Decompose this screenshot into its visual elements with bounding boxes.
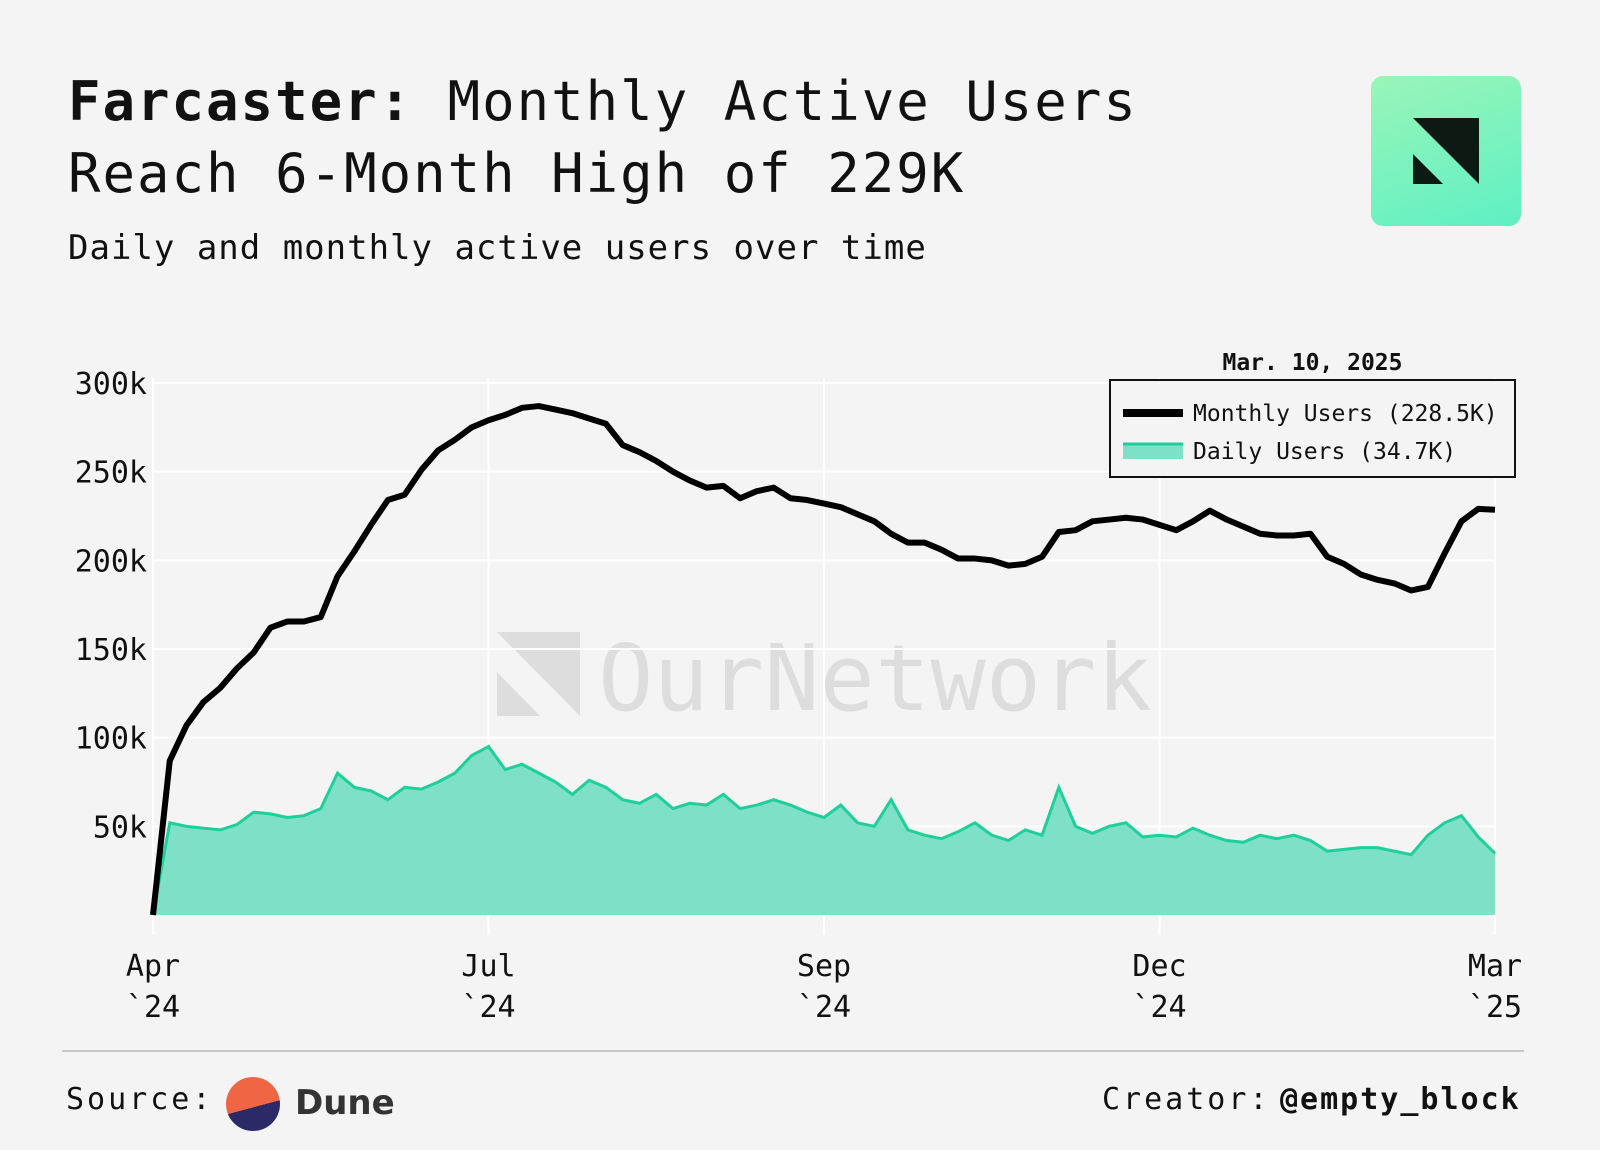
legend-swatch [1123, 443, 1183, 459]
y-tick-label: 250k [75, 456, 147, 491]
source-name: Dune [295, 1083, 395, 1123]
title-text: Monthly Active Users Reach 6-Month High … [68, 70, 1138, 205]
x-tick-label: Dec `24 [1132, 949, 1186, 1025]
source-label: Source: [66, 1082, 214, 1117]
y-tick-label: 100k [75, 722, 147, 757]
area [153, 746, 1495, 915]
area-edge [151, 744, 1497, 916]
x-tick-label: Mar `25 [1468, 949, 1522, 1025]
line [150, 403, 1496, 916]
logo-mark [1413, 118, 1479, 184]
x-tick-label: Sep `24 [797, 949, 851, 1025]
y-tick-label: 150k [75, 633, 147, 668]
legend-box [1109, 379, 1516, 478]
chart: OurNetwork 50k 100k 150k 200k 250k 300k Apr `24… [75, 350, 1522, 1025]
watermark: OurNetwork [497, 625, 1152, 732]
subtitle: Daily and monthly active users over time [68, 228, 927, 268]
footer-divider [62, 1050, 1524, 1052]
x-tick-label: Apr `24 [126, 949, 180, 1025]
chart-title: Farcaster: Monthly Active Users Reach 6-… [68, 66, 1148, 210]
y-tick-label: 200k [75, 544, 147, 579]
legend-label: Daily Users (34.7K) [1193, 439, 1456, 465]
x-tick-label: Jul `24 [461, 949, 515, 1025]
title-prefix: Farcaster: [68, 70, 414, 133]
source-logo [226, 1077, 280, 1131]
legend-title: Mar. 10, 2025 [1222, 350, 1402, 376]
watermark-text: OurNetwork [598, 625, 1152, 732]
creator-label: Creator: [1102, 1082, 1271, 1117]
legend-label: Monthly Users (228.5K) [1193, 401, 1498, 427]
y-tick-label: 50k [93, 810, 147, 845]
creator-name: @empty_block [1280, 1082, 1521, 1117]
brand-logo [1371, 76, 1521, 226]
y-tick-label: 300k [75, 367, 147, 402]
